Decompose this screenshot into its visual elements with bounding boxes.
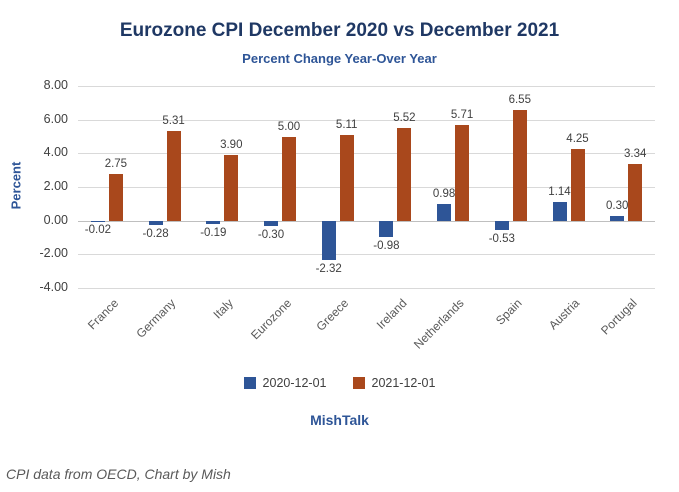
legend-swatch [243,377,256,389]
bar-2021-12-01-Ireland [397,127,412,221]
bar-2021-12-01-France [108,174,123,221]
value-label: -0.53 [488,232,515,245]
bar-2020-12-01-Italy [206,220,221,224]
bar-2020-12-01-Spain [494,220,509,230]
bar-2020-12-01-Eurozone [264,220,278,226]
bar-2020-12-01-Netherlands [437,204,452,221]
chart-title: Eurozone CPI December 2020 vs December 2… [119,20,560,41]
value-label: 0.30 [605,199,629,212]
legend-label: 2020-12-01 [262,376,327,390]
value-label: 3.90 [220,139,243,151]
chart-subtitle: Percent Change Year-Over Year [242,51,437,66]
value-label: 4.25 [566,133,589,146]
y-tick-label: 4.00 [43,145,68,160]
value-label: -2.32 [315,262,342,275]
value-label: -0.28 [142,228,169,241]
value-label: 6.55 [508,94,531,107]
value-label: 5.71 [450,108,474,121]
value-label: -0.98 [373,240,400,253]
value-label: 0.98 [432,188,456,201]
brand-label: MishTalk [310,412,369,428]
bar-2020-12-01-Germany [148,220,163,226]
bar-2021-12-01-Portugal [628,164,643,221]
legend: 2020-12-01 2021-12-01 [0,376,679,390]
y-tick-label: 2.00 [43,179,68,193]
y-tick-label: -4.00 [39,280,69,294]
y-tick-label: 0.00 [43,212,68,227]
bar-2021-12-01-Netherlands [455,124,470,221]
y-axis: 8.00 6.00 4.00 2.00 0.00 -2.00 -4.00 [22,78,69,294]
legend-item-2020-12-01: 2020-12-01 [243,376,327,390]
value-label: 3.34 [623,148,647,161]
footer-note: CPI data from OECD, Chart by Mish [6,466,231,482]
value-label: 5.11 [335,118,358,131]
legend-swatch [352,377,365,389]
gridline [78,288,655,289]
gridline [78,86,655,87]
y-tick-label: -2.00 [39,246,69,261]
gridline [78,187,655,188]
value-label: -0.30 [257,228,285,241]
value-label: 5.00 [277,120,301,133]
bar-2020-12-01-Greece [321,220,336,260]
gridline [78,153,655,155]
bar-2021-12-01-Austria [570,149,585,221]
legend-label: 2021-12-01 [371,376,436,390]
y-tick-label: 6.00 [43,111,68,126]
bar-2021-12-01-Germany [166,131,181,221]
plot-area: -0.02 2.75 France -0.28 5.31 Germany -0.19 3.90… [78,86,655,352]
bar-2020-12-01-Portugal [610,215,625,221]
bar-2021-12-01-Eurozone [282,136,296,221]
bar-2021-12-01-Italy [224,155,239,221]
bar-2021-12-01-Greece [339,134,354,221]
legend-item-2021-12-01: 2021-12-01 [352,376,436,390]
y-tick-label: 8.00 [43,78,68,92]
bar-2020-12-01-Austria [552,201,567,221]
value-label: -0.19 [200,226,227,239]
value-label: 2.75 [104,158,128,171]
bar-2020-12-01-Ireland [379,220,394,238]
value-label: -0.02 [84,224,112,236]
value-label: 5.31 [162,115,185,128]
value-label: 1.14 [548,185,571,198]
bar-2020-12-01-France [90,220,105,222]
value-label: 5.52 [393,111,416,124]
gridline [78,119,655,121]
gridline [78,254,655,256]
gridline [78,220,655,222]
bar-2021-12-01-Spain [512,110,527,221]
